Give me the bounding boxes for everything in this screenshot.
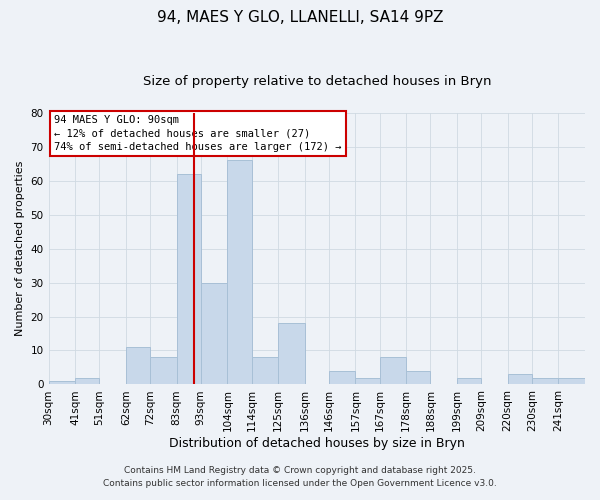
Bar xyxy=(329,371,355,384)
X-axis label: Distribution of detached houses by size in Bryn: Distribution of detached houses by size … xyxy=(169,437,465,450)
Bar xyxy=(380,358,406,384)
Bar xyxy=(559,378,585,384)
Y-axis label: Number of detached properties: Number of detached properties xyxy=(15,161,25,336)
Text: 94, MAES Y GLO, LLANELLI, SA14 9PZ: 94, MAES Y GLO, LLANELLI, SA14 9PZ xyxy=(157,10,443,25)
Bar xyxy=(508,374,532,384)
Bar xyxy=(75,378,99,384)
Bar xyxy=(49,381,75,384)
Bar xyxy=(227,160,251,384)
Bar xyxy=(355,378,380,384)
Text: 94 MAES Y GLO: 90sqm
← 12% of detached houses are smaller (27)
74% of semi-detac: 94 MAES Y GLO: 90sqm ← 12% of detached h… xyxy=(54,116,341,152)
Text: Contains HM Land Registry data © Crown copyright and database right 2025.
Contai: Contains HM Land Registry data © Crown c… xyxy=(103,466,497,487)
Bar xyxy=(278,324,305,384)
Bar xyxy=(532,378,559,384)
Bar xyxy=(126,347,150,385)
Bar xyxy=(251,358,278,384)
Title: Size of property relative to detached houses in Bryn: Size of property relative to detached ho… xyxy=(143,75,491,88)
Bar xyxy=(406,371,430,384)
Bar xyxy=(457,378,481,384)
Bar xyxy=(176,174,201,384)
Bar xyxy=(201,282,227,384)
Bar xyxy=(150,358,176,384)
